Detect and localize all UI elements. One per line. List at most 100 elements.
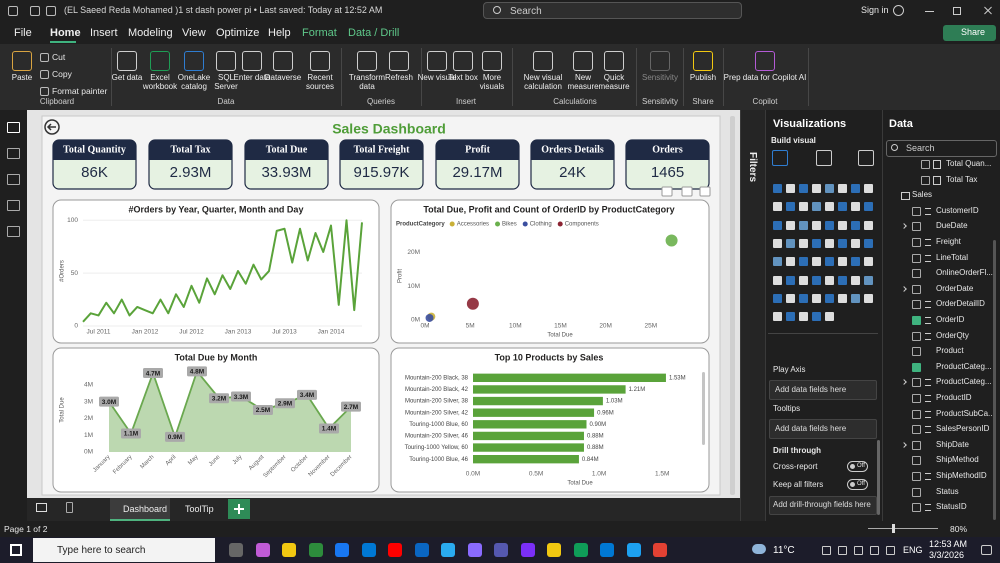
visual-type-icon[interactable]	[825, 184, 834, 193]
visual-type-icon[interactable]	[838, 293, 847, 303]
visual-type-icon[interactable]	[838, 238, 847, 248]
menu-tab[interactable]: Format	[302, 27, 337, 39]
visual-type-icon[interactable]	[851, 293, 860, 303]
tray-icon[interactable]	[838, 546, 847, 555]
ribbon-button[interactable]: New visual calculation	[523, 73, 563, 91]
mobile-layout-icon[interactable]	[66, 502, 73, 513]
menu-tab[interactable]: Optimize	[216, 27, 260, 39]
visual-type-icon[interactable]	[786, 220, 795, 230]
visual-type-icon[interactable]	[786, 293, 795, 303]
visual-type-icon[interactable]	[799, 238, 808, 248]
visual-type-icon[interactable]	[786, 238, 795, 248]
field-checkbox[interactable]	[921, 175, 930, 185]
search-box[interactable]	[483, 2, 742, 19]
visual-type-icon[interactable]	[851, 275, 860, 285]
field-name[interactable]: ProductCateg...	[936, 361, 992, 371]
view-switcher-icon[interactable]	[7, 200, 20, 211]
taskbar-app-icon[interactable]	[467, 543, 482, 557]
visual-type-icon[interactable]	[773, 257, 782, 267]
ribbon-button[interactable]: Excel workbook	[142, 73, 178, 91]
build-tab-icon[interactable]	[772, 150, 788, 166]
ribbon-button[interactable]: New visual	[417, 73, 457, 82]
field-checkbox[interactable]	[912, 409, 921, 419]
taskbar-app-icon[interactable]	[229, 543, 243, 557]
taskbar-app-icon[interactable]	[255, 543, 270, 557]
field-name[interactable]: Total Tax	[946, 174, 978, 184]
visual-type-icon[interactable]	[825, 238, 834, 248]
visual-type-icon[interactable]	[851, 257, 860, 267]
visual-type-icon[interactable]	[799, 293, 808, 303]
field-name[interactable]: ShipMethodID	[936, 471, 987, 480]
field-checkbox[interactable]	[912, 284, 921, 294]
visual-type-icon[interactable]	[786, 257, 795, 267]
field-name[interactable]: DueDate	[936, 221, 968, 231]
save-icon[interactable]	[8, 6, 18, 16]
field-name[interactable]: OrderDate	[936, 283, 974, 293]
taskbar-app-icon[interactable]	[600, 543, 614, 557]
ribbon-button[interactable]: Dataverse	[264, 73, 302, 82]
field-checkbox[interactable]	[912, 503, 921, 513]
data-search-box[interactable]	[886, 140, 997, 157]
visual-type-icon[interactable]	[812, 238, 821, 248]
visual-type-icon[interactable]	[864, 184, 873, 193]
taskbar-app-icon[interactable]	[573, 543, 588, 557]
field-name[interactable]: Total Quan...	[946, 159, 992, 168]
build-tab-icon[interactable]	[858, 150, 874, 166]
taskbar-app-icon[interactable]	[308, 543, 323, 557]
field-name[interactable]: OrderDetailID	[936, 299, 985, 309]
visual-type-icon[interactable]	[799, 202, 808, 212]
taskbar-search[interactable]	[33, 538, 215, 562]
account-icon[interactable]	[893, 5, 904, 16]
ribbon-button[interactable]: SQL Server	[214, 73, 238, 91]
taskbar-app-icon[interactable]	[335, 543, 349, 557]
field-name[interactable]: Product	[936, 346, 964, 356]
taskbar-app-icon[interactable]	[626, 543, 641, 557]
visual-type-icon[interactable]	[812, 202, 821, 212]
taskbar-app-icon[interactable]	[282, 543, 296, 557]
visual-type-icon[interactable]	[838, 202, 847, 212]
ribbon-button[interactable]: Enter data	[233, 73, 271, 82]
taskbar-app-icon[interactable]	[361, 543, 376, 557]
ribbon-button[interactable]: Quick measure	[598, 73, 630, 91]
visual-type-icon[interactable]	[864, 220, 873, 230]
field-name[interactable]: ProductSubCa...	[936, 408, 995, 418]
visual-type-icon[interactable]	[786, 202, 795, 212]
notification-icon[interactable]	[981, 545, 992, 555]
visual-type-icon[interactable]	[838, 275, 847, 285]
zoom-slider[interactable]	[868, 528, 938, 529]
taskbar-app-icon[interactable]	[388, 543, 402, 557]
view-switcher-icon[interactable]	[7, 226, 20, 237]
visual-type-icon[interactable]	[825, 202, 834, 212]
field-checkbox[interactable]	[912, 440, 921, 450]
visual-type-icon[interactable]	[773, 202, 782, 212]
field-checkbox[interactable]	[912, 331, 921, 341]
field-checkbox[interactable]	[912, 206, 921, 216]
view-switcher-icon[interactable]	[7, 122, 20, 133]
field-checkbox[interactable]	[912, 316, 921, 325]
visual-type-icon[interactable]	[851, 220, 860, 230]
field-name[interactable]: ShipDate	[936, 439, 969, 449]
visual-type-icon[interactable]	[838, 184, 847, 193]
view-switcher-icon[interactable]	[7, 174, 20, 185]
ribbon-button[interactable]: New measure	[567, 73, 599, 91]
ribbon-button[interactable]: Get data	[111, 73, 143, 82]
visual-type-icon[interactable]	[838, 220, 847, 230]
visual-type-icon[interactable]	[825, 312, 834, 322]
field-checkbox[interactable]	[912, 253, 921, 263]
visual-type-icon[interactable]	[786, 184, 795, 193]
field-name[interactable]: OnlineOrderFl...	[936, 268, 993, 278]
field-checkbox[interactable]	[912, 487, 921, 497]
field-name[interactable]: SalesPersonID	[936, 424, 990, 434]
tray-icon[interactable]	[886, 546, 895, 555]
field-checkbox[interactable]	[912, 238, 921, 247]
visual-type-icon[interactable]	[864, 293, 873, 303]
taskbar-app-icon[interactable]	[653, 543, 667, 557]
visual-type-icon[interactable]	[864, 257, 873, 267]
ribbon-button[interactable]: Transform data	[348, 73, 386, 91]
menu-tab[interactable]: Insert	[90, 27, 118, 39]
field-name[interactable]: ShipMethod	[936, 455, 979, 465]
well-drop-zone[interactable]	[769, 419, 877, 439]
ribbon-button[interactable]: Refresh	[384, 73, 413, 82]
field-checkbox[interactable]	[912, 347, 921, 357]
drill-drop-zone[interactable]	[769, 496, 877, 515]
